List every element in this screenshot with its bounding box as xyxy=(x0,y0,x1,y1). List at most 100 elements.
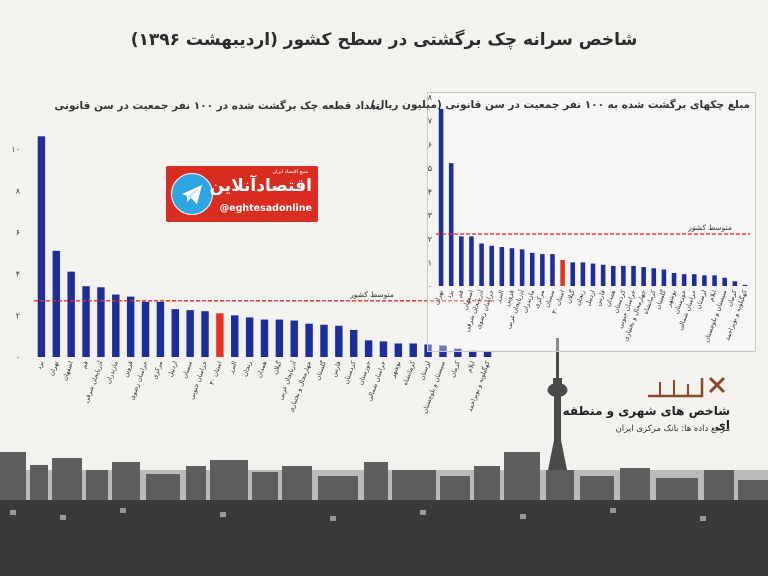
bar xyxy=(509,248,515,286)
bar xyxy=(364,340,373,357)
bar xyxy=(722,277,727,286)
average-label: متوسط کشور xyxy=(687,223,732,232)
bar xyxy=(468,350,477,357)
bar xyxy=(732,281,738,286)
right-chart-panel xyxy=(427,92,756,352)
bar xyxy=(483,351,492,357)
bar xyxy=(499,247,505,286)
bar xyxy=(379,341,388,357)
telegram-icon xyxy=(171,173,213,215)
bar xyxy=(37,136,46,357)
bar xyxy=(540,254,545,286)
branding-title: شاخص های شهری و منطقه ای xyxy=(562,404,730,432)
bar xyxy=(560,260,565,286)
bar xyxy=(459,236,464,286)
bar xyxy=(141,301,150,357)
bar xyxy=(216,313,224,357)
logo-tagline: منبع اقتصاد ایران xyxy=(272,169,308,175)
bar xyxy=(454,348,462,357)
bar xyxy=(519,249,525,286)
y-tick-label: ۲ xyxy=(16,311,20,320)
bar xyxy=(590,263,596,286)
bar xyxy=(290,320,298,357)
bar xyxy=(52,250,61,357)
y-tick-label: ۶ xyxy=(16,228,20,237)
y-tick-label: ۳ xyxy=(428,211,433,220)
y-tick-label: ۱ xyxy=(428,258,432,267)
bar xyxy=(350,329,358,357)
bar xyxy=(661,269,667,286)
bar xyxy=(489,245,494,286)
bar xyxy=(681,274,687,286)
y-tick-label: ۰ xyxy=(428,282,432,291)
x-tick-label: ایلام xyxy=(465,360,477,374)
bar xyxy=(469,236,474,286)
bar xyxy=(550,254,555,286)
x-tick-label: قم xyxy=(455,289,465,299)
y-tick-label: ۵ xyxy=(428,164,432,173)
y-tick-label: ۸ xyxy=(16,186,21,195)
bar xyxy=(529,252,535,286)
bar xyxy=(186,310,194,357)
bar xyxy=(424,344,432,357)
bar xyxy=(702,275,707,286)
bar xyxy=(712,275,717,286)
x-tick-label: قم xyxy=(80,360,90,370)
bar xyxy=(245,317,254,357)
x-tick-label: یزد xyxy=(445,289,455,300)
bar xyxy=(600,264,606,286)
average-label: متوسط کشور xyxy=(349,290,394,299)
bar xyxy=(126,296,135,357)
y-tick-label: ۴ xyxy=(428,188,432,197)
bar xyxy=(651,268,657,286)
bar xyxy=(320,324,328,357)
bar xyxy=(580,262,586,286)
bar xyxy=(631,265,636,286)
y-tick-label: ۶ xyxy=(428,140,432,149)
bar xyxy=(692,274,697,286)
bar xyxy=(448,163,454,286)
left-chart-title: تعداد قطعه چک برگشت شده در ۱۰۰ نفر جمعیت… xyxy=(54,100,380,112)
bar xyxy=(275,319,284,357)
bar xyxy=(305,323,313,357)
y-tick-label: ۷ xyxy=(428,117,433,126)
bar xyxy=(171,309,179,357)
bar xyxy=(621,265,626,286)
y-tick-label: ۸ xyxy=(428,93,433,102)
branding-source: مرجع داده ها: بانک مرکزی ایران xyxy=(615,424,730,434)
bar xyxy=(201,311,209,357)
right-chart-title: مبلغ چکهای برگشت شده به ۱۰۰ نفر جمعیت در… xyxy=(370,99,750,111)
news-logo-badge: منبع اقتصاد ایران اقتصادآنلاین @eghtesad… xyxy=(166,166,318,222)
bar xyxy=(335,325,343,357)
logo-brand-text: اقتصادآنلاین xyxy=(209,176,312,196)
bar xyxy=(671,273,677,286)
bar xyxy=(260,319,269,357)
y-tick-label: ۴ xyxy=(16,270,20,279)
bar xyxy=(742,284,748,286)
ehsan-logo-icon xyxy=(648,376,726,398)
x-tick-label: تهران xyxy=(432,289,445,306)
bar xyxy=(570,262,576,286)
x-tick-label: ایلام xyxy=(707,289,719,303)
y-tick-label: ۱۰ xyxy=(11,145,20,154)
x-tick-label: یزد xyxy=(35,360,45,371)
bar xyxy=(97,287,105,357)
bar xyxy=(156,301,165,357)
bar xyxy=(112,294,120,357)
y-tick-label: ۲ xyxy=(428,235,432,244)
bar xyxy=(479,243,484,286)
bar xyxy=(610,265,616,286)
bar xyxy=(231,315,239,357)
bar xyxy=(67,271,75,357)
bar xyxy=(641,267,646,286)
main-title: شاخص سرانه چک برگشتی در سطح کشور (اردیبه… xyxy=(130,30,638,50)
bar xyxy=(409,343,417,357)
y-tick-label: ۰ xyxy=(16,353,20,362)
logo-handle: @eghtesadonline xyxy=(219,203,312,214)
bar xyxy=(82,286,90,357)
bar xyxy=(438,108,444,286)
bar xyxy=(394,343,403,357)
